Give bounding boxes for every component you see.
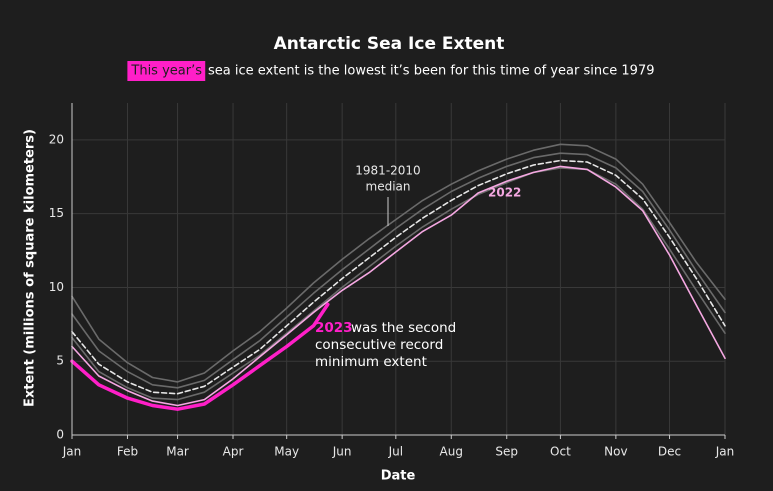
y-tick-label: 0 [56,428,64,442]
y-tick-label: 5 [56,354,64,368]
median-note: median [366,180,411,194]
x-tick-label: Nov [604,445,627,459]
x-axis-title: Date [381,469,416,484]
reference-line [71,167,726,401]
x-tick-label: Dec [658,445,681,459]
reference-line [71,143,726,383]
x-tick-label: Oct [550,445,571,459]
x-tick-label: May [274,445,299,459]
y-tick-label: 15 [49,206,64,220]
x-tick-label: Jun [332,445,352,459]
note-2023: was the second [351,320,456,336]
reference-line [71,159,726,395]
y-tick-label: 10 [49,280,64,294]
y-tick-label: 20 [49,132,64,146]
chart-title: Antarctic Sea Ice Extent [274,34,505,54]
x-tick-label: Feb [117,445,138,459]
subtitle-highlight-box [127,61,206,81]
subtitle: sea ice extent is the lowest it’s been f… [208,64,654,79]
x-tick-label: Jan [62,445,82,459]
series-line [70,302,330,411]
series-label-2022: 2022 [488,186,521,200]
series-line [71,165,726,407]
x-tick-label: Mar [166,445,189,459]
subtitle-highlight: This year’s [130,64,202,79]
y-axis-title: Extent (millions of square kilometers) [23,129,38,407]
x-tick-label: Apr [223,445,244,459]
x-tick-label: Sep [495,445,518,459]
reference-line [71,152,726,389]
x-tick-label: Jan [715,445,735,459]
series-label-2023: 2023 [315,320,353,336]
x-tick-label: Jul [388,445,403,459]
note-2023: consecutive record [315,337,443,353]
median-note: 1981-2010 [355,164,420,178]
note-2023: minimum extent [315,354,427,370]
x-tick-label: Aug [440,445,463,459]
